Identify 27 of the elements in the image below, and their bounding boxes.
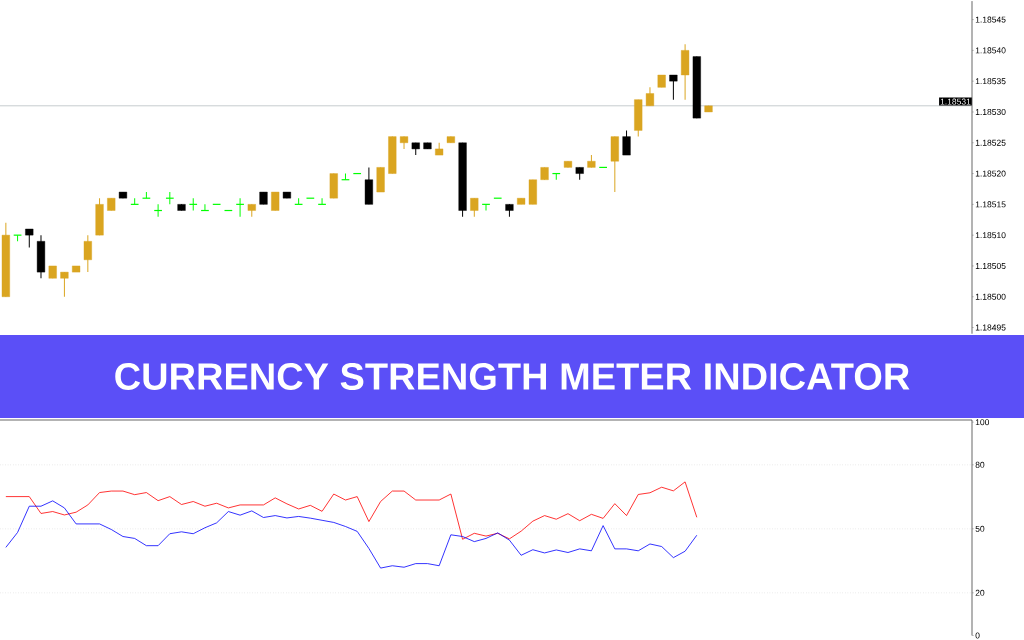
candlestick bbox=[83, 234, 92, 273]
candlestick bbox=[399, 136, 409, 150]
y-tick-label: 1.18540 bbox=[975, 47, 1006, 54]
ref-line-label: 1.18531 bbox=[940, 98, 971, 105]
y-tick-label: 80 bbox=[975, 461, 985, 468]
y-tick-label: 1.18500 bbox=[975, 293, 1006, 300]
y-tick-label: 1.18505 bbox=[975, 262, 1006, 269]
y-tick-label: 0 bbox=[975, 632, 980, 639]
y-tick-label: 50 bbox=[975, 525, 985, 532]
y-tick-label: 1.18495 bbox=[975, 324, 1006, 331]
text: CURRENCY STRENGTH METER INDICATOR bbox=[115, 363, 910, 390]
candlestick bbox=[669, 74, 678, 101]
candlestick bbox=[271, 191, 280, 212]
candlestick bbox=[60, 271, 69, 298]
candlestick bbox=[470, 197, 479, 218]
y-tick-label: 1.18515 bbox=[975, 201, 1006, 208]
y-tick-label: 1.18535 bbox=[975, 78, 1006, 85]
y-tick-label: 1.18525 bbox=[975, 139, 1006, 146]
y-tick-label: 20 bbox=[975, 589, 985, 596]
y-tick-label: 1.18520 bbox=[975, 170, 1006, 177]
candlestick bbox=[645, 86, 655, 107]
y-tick-label: 1.18545 bbox=[975, 16, 1006, 23]
y-tick-label: 1.18530 bbox=[975, 108, 1006, 115]
candlestick bbox=[622, 129, 631, 156]
y-tick-label: 1.18510 bbox=[975, 232, 1006, 239]
candlestick bbox=[25, 228, 34, 248]
y-tick-label: 100 bbox=[975, 419, 990, 426]
